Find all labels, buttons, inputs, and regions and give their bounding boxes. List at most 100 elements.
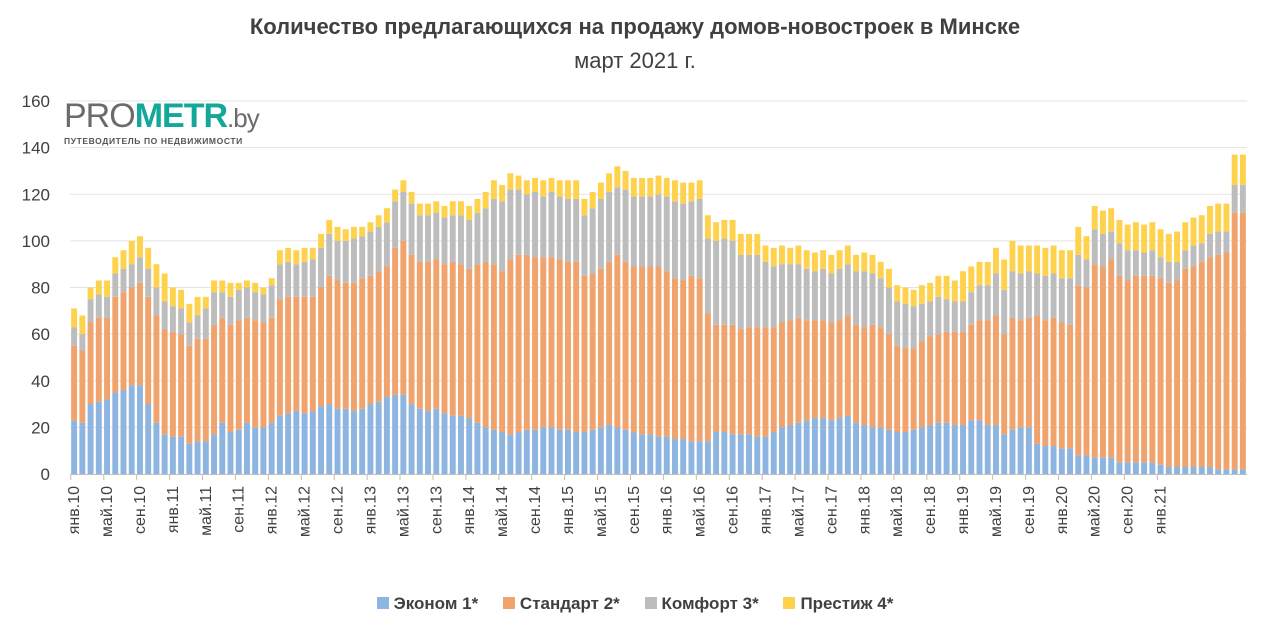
bar-segment-prestige [342,229,349,241]
bar-segment-prestige [828,254,835,274]
x-tick-label: янв.17 [758,486,775,534]
bar-segment-comfort [416,215,423,262]
bar-stack [795,245,802,474]
bar-segment-prestige [688,182,695,202]
bar-stack [820,250,827,474]
bar-stack [219,280,226,474]
bar-segment-standard [993,315,999,426]
bar-stack [408,191,415,474]
bar-segment-standard [1190,266,1197,468]
bar-segment-comfort [943,299,950,332]
bar-stack [169,287,176,474]
bar-stack [441,205,448,474]
bar-stack [482,191,489,475]
bar-segment-econom [458,415,464,474]
bar-segment-standard [1141,275,1148,463]
bar-stack [639,177,646,474]
bar-segment-prestige [762,245,769,262]
bar-stack [779,245,785,475]
bar-segment-econom [169,436,176,474]
bar-stack [1190,217,1197,474]
bar-segment-comfort [927,301,934,337]
bar-segment-comfort [1001,289,1008,335]
bar-segment-standard [984,320,991,426]
bar-segment-comfort [688,201,695,276]
bar-segment-standard [1157,278,1164,465]
bar-segment-econom [803,420,810,474]
bar-stack [466,205,473,474]
bar-segment-prestige [301,247,308,262]
bar-segment-standard [211,324,218,435]
bar-segment-standard [466,268,473,419]
bar-stack [1132,222,1139,474]
bar-segment-prestige [318,233,325,248]
bar-stack [869,254,876,475]
bar-segment-comfort [194,315,201,339]
bar-segment-econom [614,427,621,475]
bar-segment-prestige [680,182,687,204]
bar-segment-prestige [1157,229,1164,258]
bar-segment-standard [1207,257,1213,467]
bar-segment-econom [244,422,250,474]
bar-stack [161,273,168,474]
x-axis: янв.10 май.10 сен.10 янв.11 май.11 сен.11 янв.… [66,474,1247,537]
bar-segment-prestige [104,280,111,297]
x-tick-label: янв.14 [461,486,478,534]
bar-segment-comfort [960,301,967,332]
bar-segment-econom [408,404,415,474]
bar-stack [1207,205,1213,474]
bar-segment-prestige [1042,247,1049,276]
bar-segment-comfort [1042,275,1049,321]
bar-segment-standard [458,264,464,416]
bar-segment-standard [1050,317,1057,447]
bar-segment-econom [293,411,300,474]
bar-segment-comfort [696,198,703,279]
bar-stack [853,254,860,474]
bar-segment-standard [145,296,152,405]
bar-segment-econom [1091,457,1098,474]
bar-stack [894,285,901,474]
bar-segment-prestige [589,191,596,209]
bar-segment-prestige [1124,224,1131,251]
bar-segment-standard [836,320,843,419]
bar-stack [507,173,514,474]
bar-segment-prestige [211,280,218,293]
bar-segment-comfort [285,261,292,297]
bar-segment-standard [293,296,300,412]
bar-segment-comfort [540,196,547,258]
bar-segment-standard [927,336,934,426]
bar-segment-prestige [902,287,909,304]
bar-segment-standard [910,348,917,430]
bar-segment-prestige [927,282,934,302]
bar-stack [1034,245,1041,474]
bar-stack [556,180,563,474]
bar-stack [1198,215,1205,474]
bar-segment-standard [178,334,185,437]
x-tick-label: май.11 [198,486,215,536]
bar-segment-comfort [704,238,711,314]
bar-segment-standard [1100,266,1106,458]
bar-stack [647,177,654,474]
bar-segment-econom [597,427,604,475]
x-tick-label: сен.14 [527,486,544,534]
bar-stack [737,233,744,474]
bar-segment-econom [1116,462,1123,474]
bar-segment-comfort [326,233,333,276]
bar-segment-prestige [87,287,94,300]
bar-stack [540,180,547,475]
bar-stack [416,203,423,474]
bar-stack [244,280,250,474]
bar-stack [112,257,119,474]
bar-segment-standard [137,282,143,386]
bar-segment-standard [104,317,111,400]
bar-segment-econom [589,429,596,474]
bar-segment-comfort [466,219,473,269]
bar-segment-standard [285,296,292,414]
bar-stack [499,184,506,474]
bar-segment-econom [383,397,390,474]
bar-stack [960,271,967,474]
y-tick-label: 40 [31,372,50,391]
bar-segment-standard [252,320,259,428]
bar-segment-standard [548,257,555,428]
bar-segment-econom [869,427,876,475]
